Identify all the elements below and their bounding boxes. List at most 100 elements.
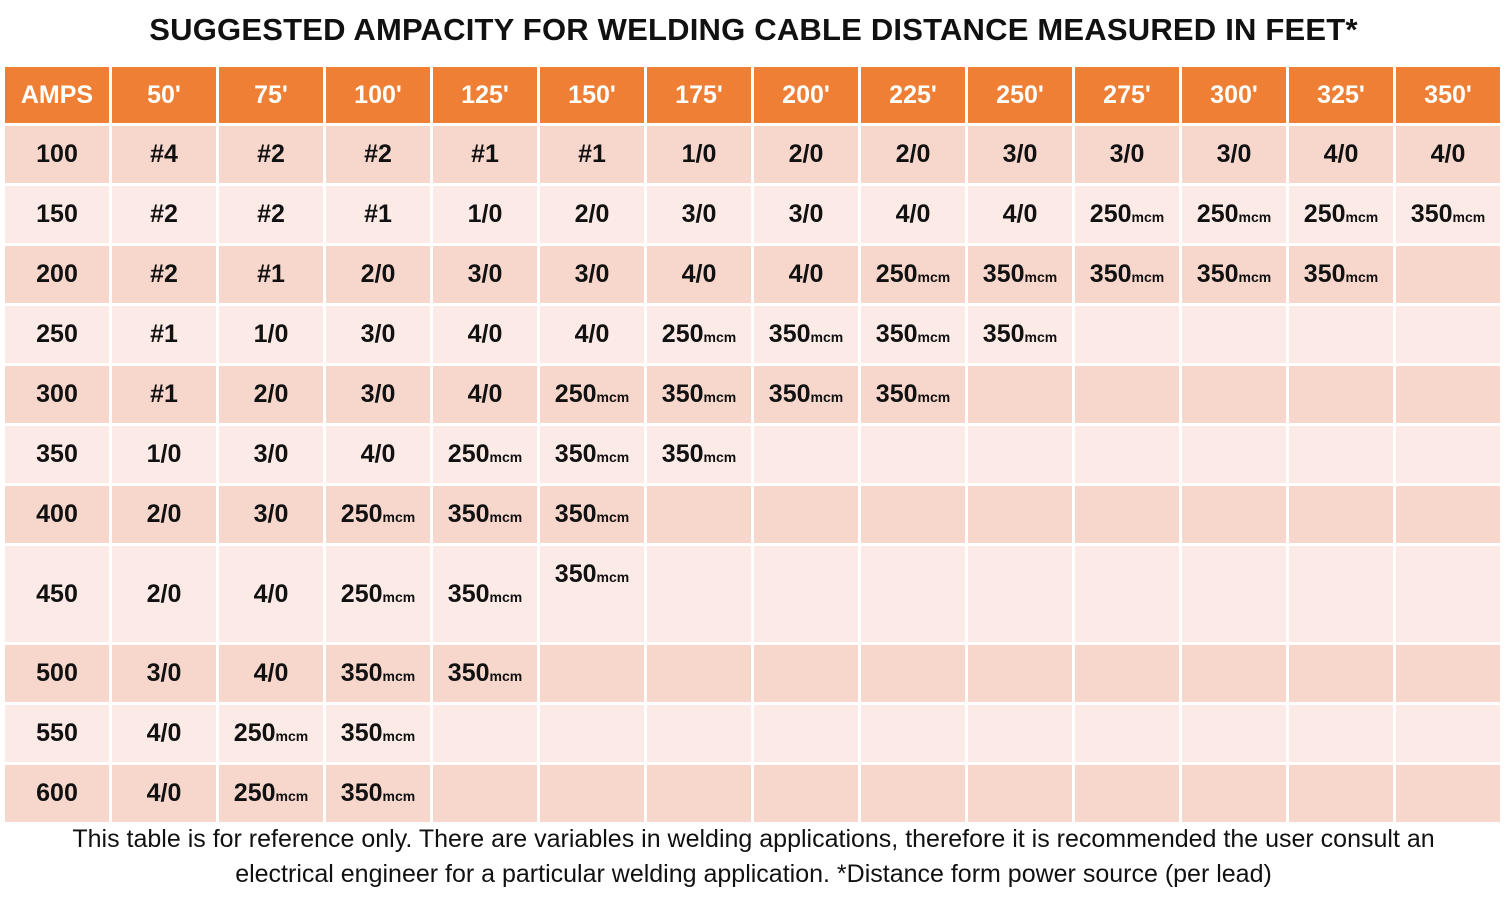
- gauge-value: #2: [257, 200, 285, 228]
- gauge-value: 250: [661, 320, 704, 348]
- gauge-cell: 3/0: [433, 246, 537, 303]
- gauge-cell: #1: [219, 246, 323, 303]
- gauge-cell: 350mcm: [1396, 186, 1500, 243]
- table-row: 400 2/0 3/0 250mcm 350mcm 350mcm: [5, 486, 1500, 543]
- header-cell: 50': [112, 67, 216, 123]
- header-cell: 250': [968, 67, 1072, 123]
- gauge-cell: [754, 546, 858, 642]
- gauge-cell: [1289, 705, 1393, 762]
- gauge-cell: [1396, 486, 1500, 543]
- amps-cell: 400: [5, 486, 109, 543]
- gauge-cell: [1289, 546, 1393, 642]
- unit-label: mcm: [1238, 209, 1272, 225]
- gauge-cell: [861, 705, 965, 762]
- footnote-line: This table is for reference only. There …: [72, 825, 1435, 853]
- gauge-cell: 4/0: [219, 546, 323, 642]
- gauge-value: 350: [661, 380, 704, 408]
- gauge-cell: [1396, 705, 1500, 762]
- header-cell: 100': [326, 67, 430, 123]
- gauge-cell: 350mcm: [433, 645, 537, 702]
- gauge-value: 4/0: [1430, 140, 1466, 168]
- gauge-value: 4/0: [360, 440, 396, 468]
- gauge-cell: [1075, 765, 1179, 822]
- gauge-cell: #1: [112, 306, 216, 363]
- gauge-cell: 250mcm: [1182, 186, 1286, 243]
- gauge-cell: [861, 546, 965, 642]
- gauge-cell: #2: [326, 126, 430, 183]
- gauge-value: 250: [1303, 200, 1346, 228]
- gauge-cell: [1289, 306, 1393, 363]
- gauge-cell: 3/0: [112, 645, 216, 702]
- gauge-cell: [433, 705, 537, 762]
- gauge-cell: [861, 765, 965, 822]
- amps-cell: 550: [5, 705, 109, 762]
- gauge-cell: 2/0: [540, 186, 644, 243]
- gauge-value: 250: [1089, 200, 1132, 228]
- gauge-value: 350: [554, 500, 597, 528]
- gauge-cell: 250mcm: [861, 246, 965, 303]
- gauge-cell: [1075, 546, 1179, 642]
- unit-label: mcm: [810, 329, 844, 345]
- unit-label: mcm: [1131, 209, 1165, 225]
- table-row: 150 #2 #2 #1 1/0 2/0 3/0 3/0 4/0 4/0 250mcm 250mcm 2…: [5, 186, 1500, 243]
- gauge-value: #1: [364, 200, 392, 228]
- table-row: 350 1/0 3/0 4/0 250mcm 350mcm 350mcm: [5, 426, 1500, 483]
- gauge-cell: 350mcm: [1289, 246, 1393, 303]
- gauge-cell: [1075, 486, 1179, 543]
- gauge-cell: #1: [540, 126, 644, 183]
- header-cell: 300': [1182, 67, 1286, 123]
- gauge-value: 350: [340, 719, 383, 747]
- unit-label: mcm: [382, 728, 416, 744]
- gauge-value: 3/0: [788, 200, 824, 228]
- gauge-value: 350: [447, 500, 490, 528]
- gauge-value: 1/0: [253, 320, 289, 348]
- gauge-value: 250: [1196, 200, 1239, 228]
- gauge-cell: [1289, 486, 1393, 543]
- gauge-cell: [1396, 426, 1500, 483]
- header-cell: 175': [647, 67, 751, 123]
- gauge-cell: [433, 765, 537, 822]
- unit-label: mcm: [382, 788, 416, 804]
- gauge-cell: [754, 705, 858, 762]
- gauge-value: 250: [233, 779, 276, 807]
- gauge-value: 3/0: [253, 500, 289, 528]
- gauge-cell: 3/0: [968, 126, 1072, 183]
- gauge-value: 2/0: [895, 140, 931, 168]
- gauge-value: 350: [768, 320, 811, 348]
- gauge-value: 3/0: [1002, 140, 1038, 168]
- gauge-cell: 4/0: [433, 366, 537, 423]
- gauge-cell: 3/0: [647, 186, 751, 243]
- amps-cell: 150: [5, 186, 109, 243]
- gauge-cell: [1075, 705, 1179, 762]
- table-row: 600 4/0 250mcm 350mcm: [5, 765, 1500, 822]
- unit-label: mcm: [917, 329, 951, 345]
- unit-label: mcm: [703, 449, 737, 465]
- unit-label: mcm: [1131, 269, 1165, 285]
- gauge-cell: 350mcm: [647, 426, 751, 483]
- gauge-value: 2/0: [574, 200, 610, 228]
- gauge-value: 350: [447, 579, 490, 608]
- gauge-cell: 350mcm: [647, 366, 751, 423]
- gauge-cell: [1182, 306, 1286, 363]
- gauge-cell: 1/0: [433, 186, 537, 243]
- table-body: 100 #4 #2 #2 #1 #1 1/0 2/0 2/0 3/0 3/0 3/0 4/0 4/0 150…: [5, 126, 1500, 822]
- gauge-value: 4/0: [574, 320, 610, 348]
- gauge-cell: [1182, 765, 1286, 822]
- gauge-cell: [861, 486, 965, 543]
- header-cell: 200': [754, 67, 858, 123]
- unit-label: mcm: [596, 569, 630, 585]
- gauge-cell: [647, 546, 751, 642]
- gauge-cell: [647, 486, 751, 543]
- gauge-value: 1/0: [467, 200, 503, 228]
- gauge-value: #1: [150, 320, 178, 348]
- gauge-cell: 250mcm: [540, 366, 644, 423]
- gauge-cell: [968, 645, 1072, 702]
- table-row: 500 3/0 4/0 350mcm 350mcm: [5, 645, 1500, 702]
- gauge-cell: [754, 645, 858, 702]
- gauge-value: #1: [578, 140, 606, 168]
- gauge-cell: [1289, 765, 1393, 822]
- gauge-cell: [861, 645, 965, 702]
- gauge-value: 3/0: [681, 200, 717, 228]
- gauge-cell: [861, 426, 965, 483]
- gauge-value: 350: [1196, 260, 1239, 288]
